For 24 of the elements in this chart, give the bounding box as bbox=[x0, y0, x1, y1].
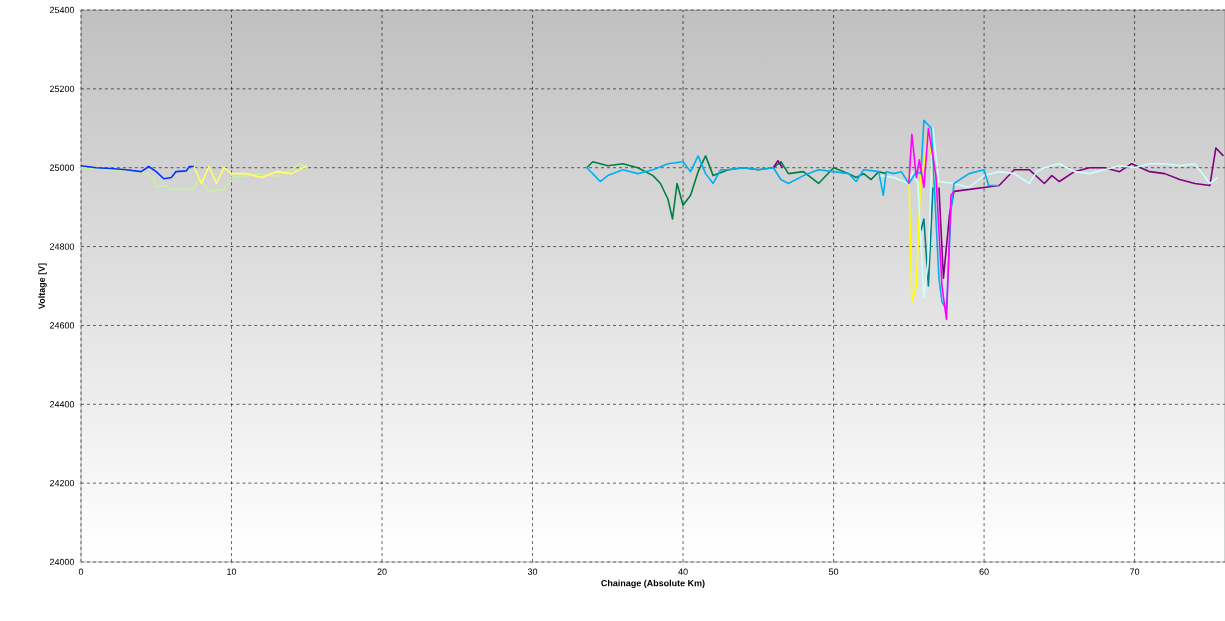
x-tick-label: 20 bbox=[377, 568, 387, 575]
y-tick-label: 25200 bbox=[50, 85, 75, 93]
y-tick-label: 25400 bbox=[50, 6, 75, 14]
x-tick-label: 60 bbox=[979, 568, 989, 575]
x-tick-label: 50 bbox=[828, 568, 839, 575]
y-tick-label: 24200 bbox=[50, 479, 75, 487]
y-tick-label: 24600 bbox=[50, 322, 75, 329]
line-series bbox=[908, 127, 940, 303]
line-series bbox=[877, 127, 1219, 299]
y-tick-label: 24800 bbox=[50, 243, 75, 250]
line-series bbox=[920, 186, 934, 287]
y-tick-label: 24400 bbox=[50, 401, 75, 408]
y-tick-label: 24000 bbox=[50, 558, 75, 566]
x-axis-title: Chainage (Absolute Km) bbox=[601, 579, 705, 589]
x-tick-label: 0 bbox=[78, 568, 84, 575]
line-series bbox=[908, 127, 955, 321]
x-tick-label: 70 bbox=[1130, 568, 1140, 575]
line-series bbox=[81, 164, 195, 180]
y-axis-title: Voltage [V] bbox=[38, 263, 47, 310]
line-series bbox=[585, 155, 888, 220]
x-tick-label: 30 bbox=[527, 568, 538, 575]
x-tick-label: 10 bbox=[227, 568, 237, 575]
x-tick-label: 40 bbox=[678, 568, 688, 575]
y-tick-label: 25000 bbox=[50, 164, 75, 171]
